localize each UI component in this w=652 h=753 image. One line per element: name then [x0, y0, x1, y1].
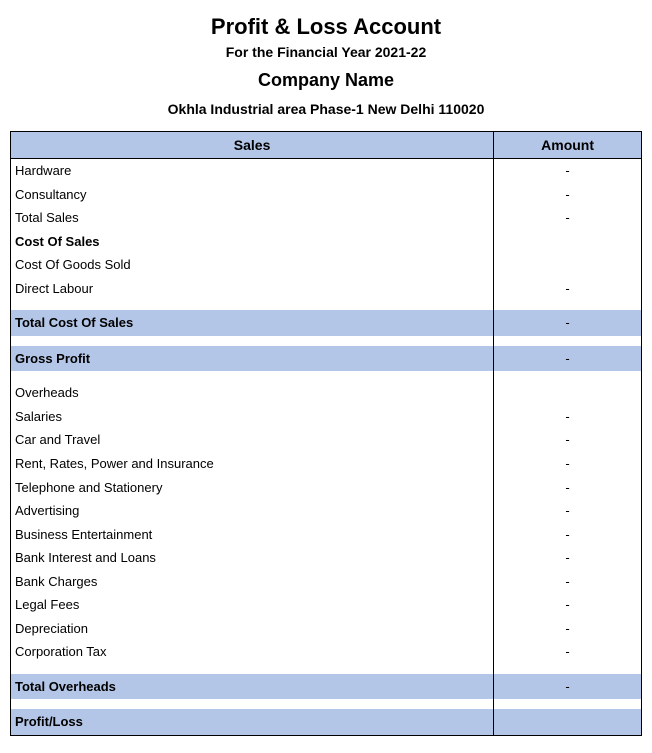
table-row: Business Entertainment- — [11, 523, 642, 547]
row-label: Direct Labour — [11, 277, 494, 301]
row-label — [11, 336, 494, 346]
row-amount: - — [494, 206, 642, 230]
row-label: Overheads — [11, 381, 494, 405]
table-row: Cost Of Goods Sold — [11, 253, 642, 277]
row-label: Telephone and Stationery — [11, 476, 494, 500]
table-row: Advertising- — [11, 499, 642, 523]
row-label: Consultancy — [11, 183, 494, 207]
row-amount: - — [494, 617, 642, 641]
table-row: Bank Interest and Loans- — [11, 546, 642, 570]
row-label: Advertising — [11, 499, 494, 523]
row-amount — [494, 709, 642, 735]
row-amount — [494, 371, 642, 381]
document-subtitle: For the Financial Year 2021-22 — [10, 44, 642, 60]
table-row: Direct Labour- — [11, 277, 642, 301]
table-row: Salaries- — [11, 405, 642, 429]
table-row: Gross Profit- — [11, 346, 642, 372]
table-row: Car and Travel- — [11, 428, 642, 452]
table-row: Total Overheads- — [11, 674, 642, 700]
table-row: Depreciation- — [11, 617, 642, 641]
row-label: Cost Of Goods Sold — [11, 253, 494, 277]
row-amount: - — [494, 546, 642, 570]
row-label — [11, 371, 494, 381]
row-amount: - — [494, 570, 642, 594]
row-label: Legal Fees — [11, 593, 494, 617]
row-label — [11, 300, 494, 310]
row-amount — [494, 253, 642, 277]
table-row: Consultancy- — [11, 183, 642, 207]
row-amount: - — [494, 593, 642, 617]
table-row: Cost Of Sales — [11, 230, 642, 254]
column-header-amount: Amount — [494, 132, 642, 159]
row-amount: - — [494, 159, 642, 183]
row-amount — [494, 300, 642, 310]
table-row: Profit/Loss — [11, 709, 642, 735]
row-label — [11, 699, 494, 709]
table-row — [11, 300, 642, 310]
table-row — [11, 371, 642, 381]
row-label: Salaries — [11, 405, 494, 429]
table-row: Telephone and Stationery- — [11, 476, 642, 500]
table-row: Legal Fees- — [11, 593, 642, 617]
row-amount: - — [494, 346, 642, 372]
row-amount — [494, 664, 642, 674]
table-row — [11, 336, 642, 346]
row-label: Gross Profit — [11, 346, 494, 372]
row-amount: - — [494, 310, 642, 336]
row-label: Total Overheads — [11, 674, 494, 700]
company-name: Company Name — [10, 70, 642, 91]
row-label — [11, 664, 494, 674]
row-amount — [494, 699, 642, 709]
row-label: Bank Charges — [11, 570, 494, 594]
profit-loss-table: Sales Amount Hardware-Consultancy-Total … — [10, 131, 642, 736]
row-label: Bank Interest and Loans — [11, 546, 494, 570]
table-row: Total Cost Of Sales- — [11, 310, 642, 336]
table-row: Hardware- — [11, 159, 642, 183]
table-row: Total Sales- — [11, 206, 642, 230]
row-amount — [494, 336, 642, 346]
row-amount — [494, 381, 642, 405]
row-amount: - — [494, 476, 642, 500]
row-amount: - — [494, 405, 642, 429]
table-row: Bank Charges- — [11, 570, 642, 594]
table-row: Rent, Rates, Power and Insurance- — [11, 452, 642, 476]
company-address: Okhla Industrial area Phase-1 New Delhi … — [10, 101, 642, 117]
row-label: Corporation Tax — [11, 640, 494, 664]
row-label: Profit/Loss — [11, 709, 494, 735]
row-label: Cost Of Sales — [11, 230, 494, 254]
row-label: Depreciation — [11, 617, 494, 641]
row-label: Total Cost Of Sales — [11, 310, 494, 336]
document-title: Profit & Loss Account — [10, 14, 642, 40]
row-amount: - — [494, 499, 642, 523]
row-amount: - — [494, 640, 642, 664]
table-row — [11, 664, 642, 674]
row-label: Business Entertainment — [11, 523, 494, 547]
row-amount: - — [494, 452, 642, 476]
row-amount: - — [494, 523, 642, 547]
row-label: Car and Travel — [11, 428, 494, 452]
row-amount: - — [494, 277, 642, 301]
document-header: Profit & Loss Account For the Financial … — [10, 14, 642, 117]
row-amount — [494, 230, 642, 254]
row-label: Rent, Rates, Power and Insurance — [11, 452, 494, 476]
row-amount: - — [494, 674, 642, 700]
row-label: Hardware — [11, 159, 494, 183]
table-row: Corporation Tax- — [11, 640, 642, 664]
table-row: Overheads — [11, 381, 642, 405]
row-amount: - — [494, 428, 642, 452]
row-label: Total Sales — [11, 206, 494, 230]
column-header-sales: Sales — [11, 132, 494, 159]
table-row — [11, 699, 642, 709]
row-amount: - — [494, 183, 642, 207]
table-body: Hardware-Consultancy-Total Sales-Cost Of… — [11, 159, 642, 736]
